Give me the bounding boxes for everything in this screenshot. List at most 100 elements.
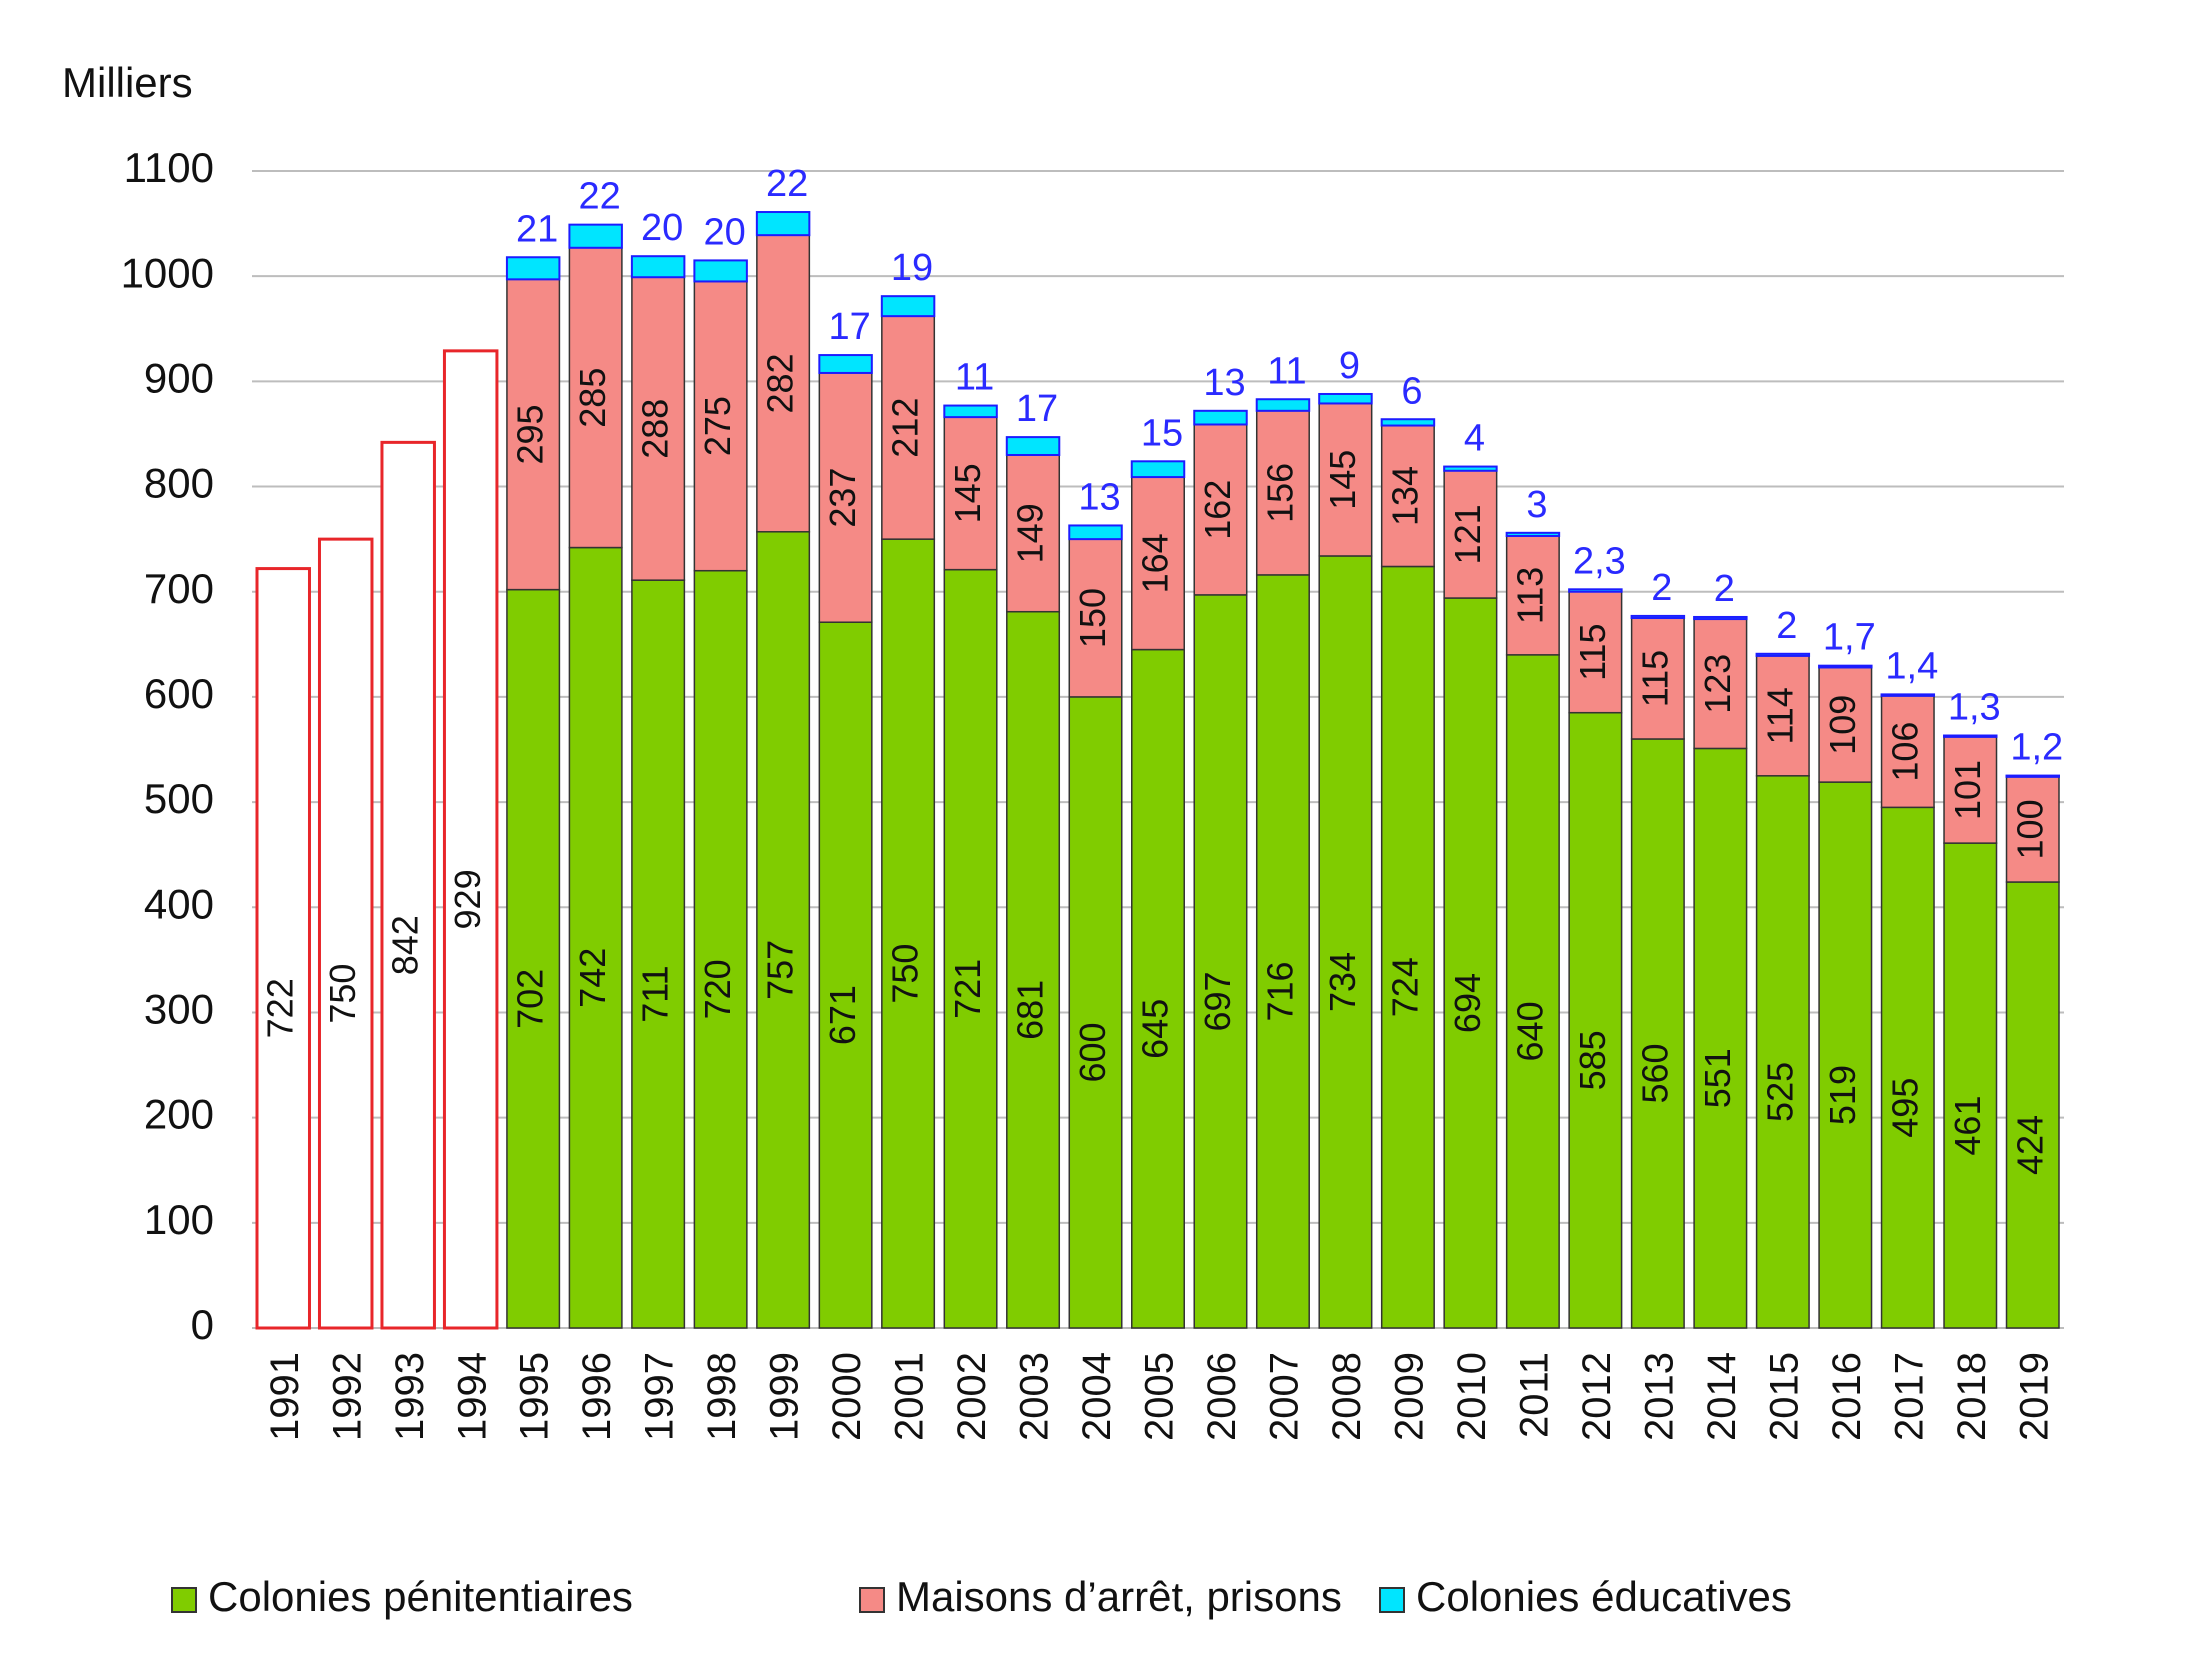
value-label: 282 [760, 353, 801, 413]
value-label: 750 [885, 944, 926, 1004]
value-label: 757 [760, 940, 801, 1000]
x-tick-label: 2015 [1762, 1352, 1806, 1441]
value-label: 742 [572, 948, 613, 1008]
value-label: 711 [635, 965, 676, 1022]
value-label: 149 [1010, 503, 1051, 563]
bar-segment [1380, 418, 1436, 427]
x-tick-label: 2018 [1950, 1352, 1994, 1441]
value-label: 113 [1509, 567, 1550, 624]
bar-segment [1380, 565, 1435, 1329]
value-label: 551 [1697, 1048, 1738, 1108]
bar-segment [506, 588, 561, 1329]
total-bar [317, 537, 374, 1330]
bar-segment [1068, 696, 1123, 1329]
value-label: 285 [572, 368, 613, 428]
x-tick-label: 2003 [1013, 1352, 1057, 1441]
value-label: 20 [641, 207, 683, 249]
bar-segment [1380, 424, 1435, 568]
bar-segment [1255, 574, 1310, 1329]
value-label: 150 [1072, 588, 1113, 648]
bar-segment [1880, 693, 1936, 697]
value-label: 3 [1526, 484, 1547, 526]
bar-segment [1318, 555, 1373, 1329]
value-label: 722 [260, 978, 301, 1038]
value-label: 681 [1010, 980, 1051, 1040]
value-label: 11 [1267, 350, 1306, 392]
value-label: 237 [822, 468, 863, 528]
bar-segment [1568, 588, 1623, 593]
x-tick-label: 1991 [263, 1352, 307, 1441]
value-label: 724 [1384, 957, 1425, 1017]
x-tick-label: 1998 [700, 1352, 744, 1441]
bar-segment [756, 531, 811, 1329]
y-tick-label: 800 [144, 460, 214, 507]
x-tick-label: 1997 [638, 1352, 682, 1441]
value-label: 145 [947, 463, 988, 523]
legend-label: Colonies éducatives [1416, 1573, 1792, 1620]
value-label: 424 [2009, 1115, 2050, 1175]
y-tick-label: 1100 [124, 144, 214, 191]
x-tick-label: 1995 [513, 1352, 557, 1441]
bar-segment [1505, 654, 1560, 1329]
bar-segment [1193, 594, 1248, 1329]
bar-segment [1880, 695, 1935, 809]
value-label: 640 [1509, 1001, 1550, 1061]
value-label: 585 [1572, 1030, 1613, 1090]
value-label: 17 [1016, 388, 1058, 430]
bar-segment [1818, 664, 1873, 669]
value-label: 461 [1947, 1096, 1988, 1156]
value-label: 750 [322, 964, 363, 1024]
total-bar [442, 349, 499, 1330]
bar-segment [1068, 538, 1123, 698]
value-label: 106 [1884, 722, 1925, 782]
bar-segment [1630, 617, 1685, 740]
value-label: 720 [697, 959, 738, 1019]
value-label: 275 [697, 396, 738, 456]
bar-segment [1005, 436, 1061, 456]
bar-segment [756, 234, 811, 533]
value-label: 17 [828, 306, 870, 348]
bar-segment [1630, 614, 1686, 620]
x-tick-label: 2000 [825, 1352, 869, 1441]
bar-segment [1755, 775, 1810, 1329]
value-label: 1,3 [1948, 687, 2001, 729]
value-label: 13 [1078, 476, 1120, 518]
bar-segment [1880, 806, 1935, 1329]
value-label: 22 [766, 163, 808, 205]
x-tick-label: 1994 [450, 1352, 494, 1441]
value-label: 2,3 [1573, 540, 1626, 582]
value-label: 697 [1197, 971, 1238, 1031]
value-label: 212 [885, 398, 926, 458]
bar-segment [1630, 738, 1685, 1329]
value-label: 101 [1947, 760, 1988, 820]
bar-segment [1068, 524, 1123, 541]
y-tick-label: 300 [144, 986, 214, 1033]
bar-segment [1318, 402, 1373, 557]
legend-swatch [171, 1587, 197, 1613]
x-tick-label: 2001 [888, 1352, 932, 1441]
bar-segment [568, 546, 623, 1329]
value-label: 109 [1822, 695, 1863, 755]
bar-segment [880, 295, 936, 318]
value-label: 495 [1884, 1078, 1925, 1138]
value-label: 134 [1384, 466, 1425, 526]
value-label: 162 [1197, 480, 1238, 540]
x-tick-label: 2012 [1575, 1352, 1619, 1441]
value-label: 19 [891, 247, 933, 289]
x-tick-label: 1996 [575, 1352, 619, 1441]
bar-segment [2005, 776, 2060, 883]
bar-segment [693, 569, 748, 1329]
bar-segment [1568, 590, 1623, 714]
bar-segment [818, 372, 873, 623]
y-tick-label: 200 [144, 1091, 214, 1138]
x-tick-label: 1999 [763, 1352, 807, 1441]
bar-segment [1943, 734, 1998, 738]
bar-segment [631, 579, 686, 1329]
legend-label: Colonies pénitentiaires [208, 1573, 633, 1620]
bar-segment [1193, 423, 1248, 596]
y-tick-label: 1000 [121, 249, 214, 296]
bar-segment [818, 354, 873, 374]
bar-segment [506, 278, 561, 591]
value-label: 929 [447, 869, 488, 929]
